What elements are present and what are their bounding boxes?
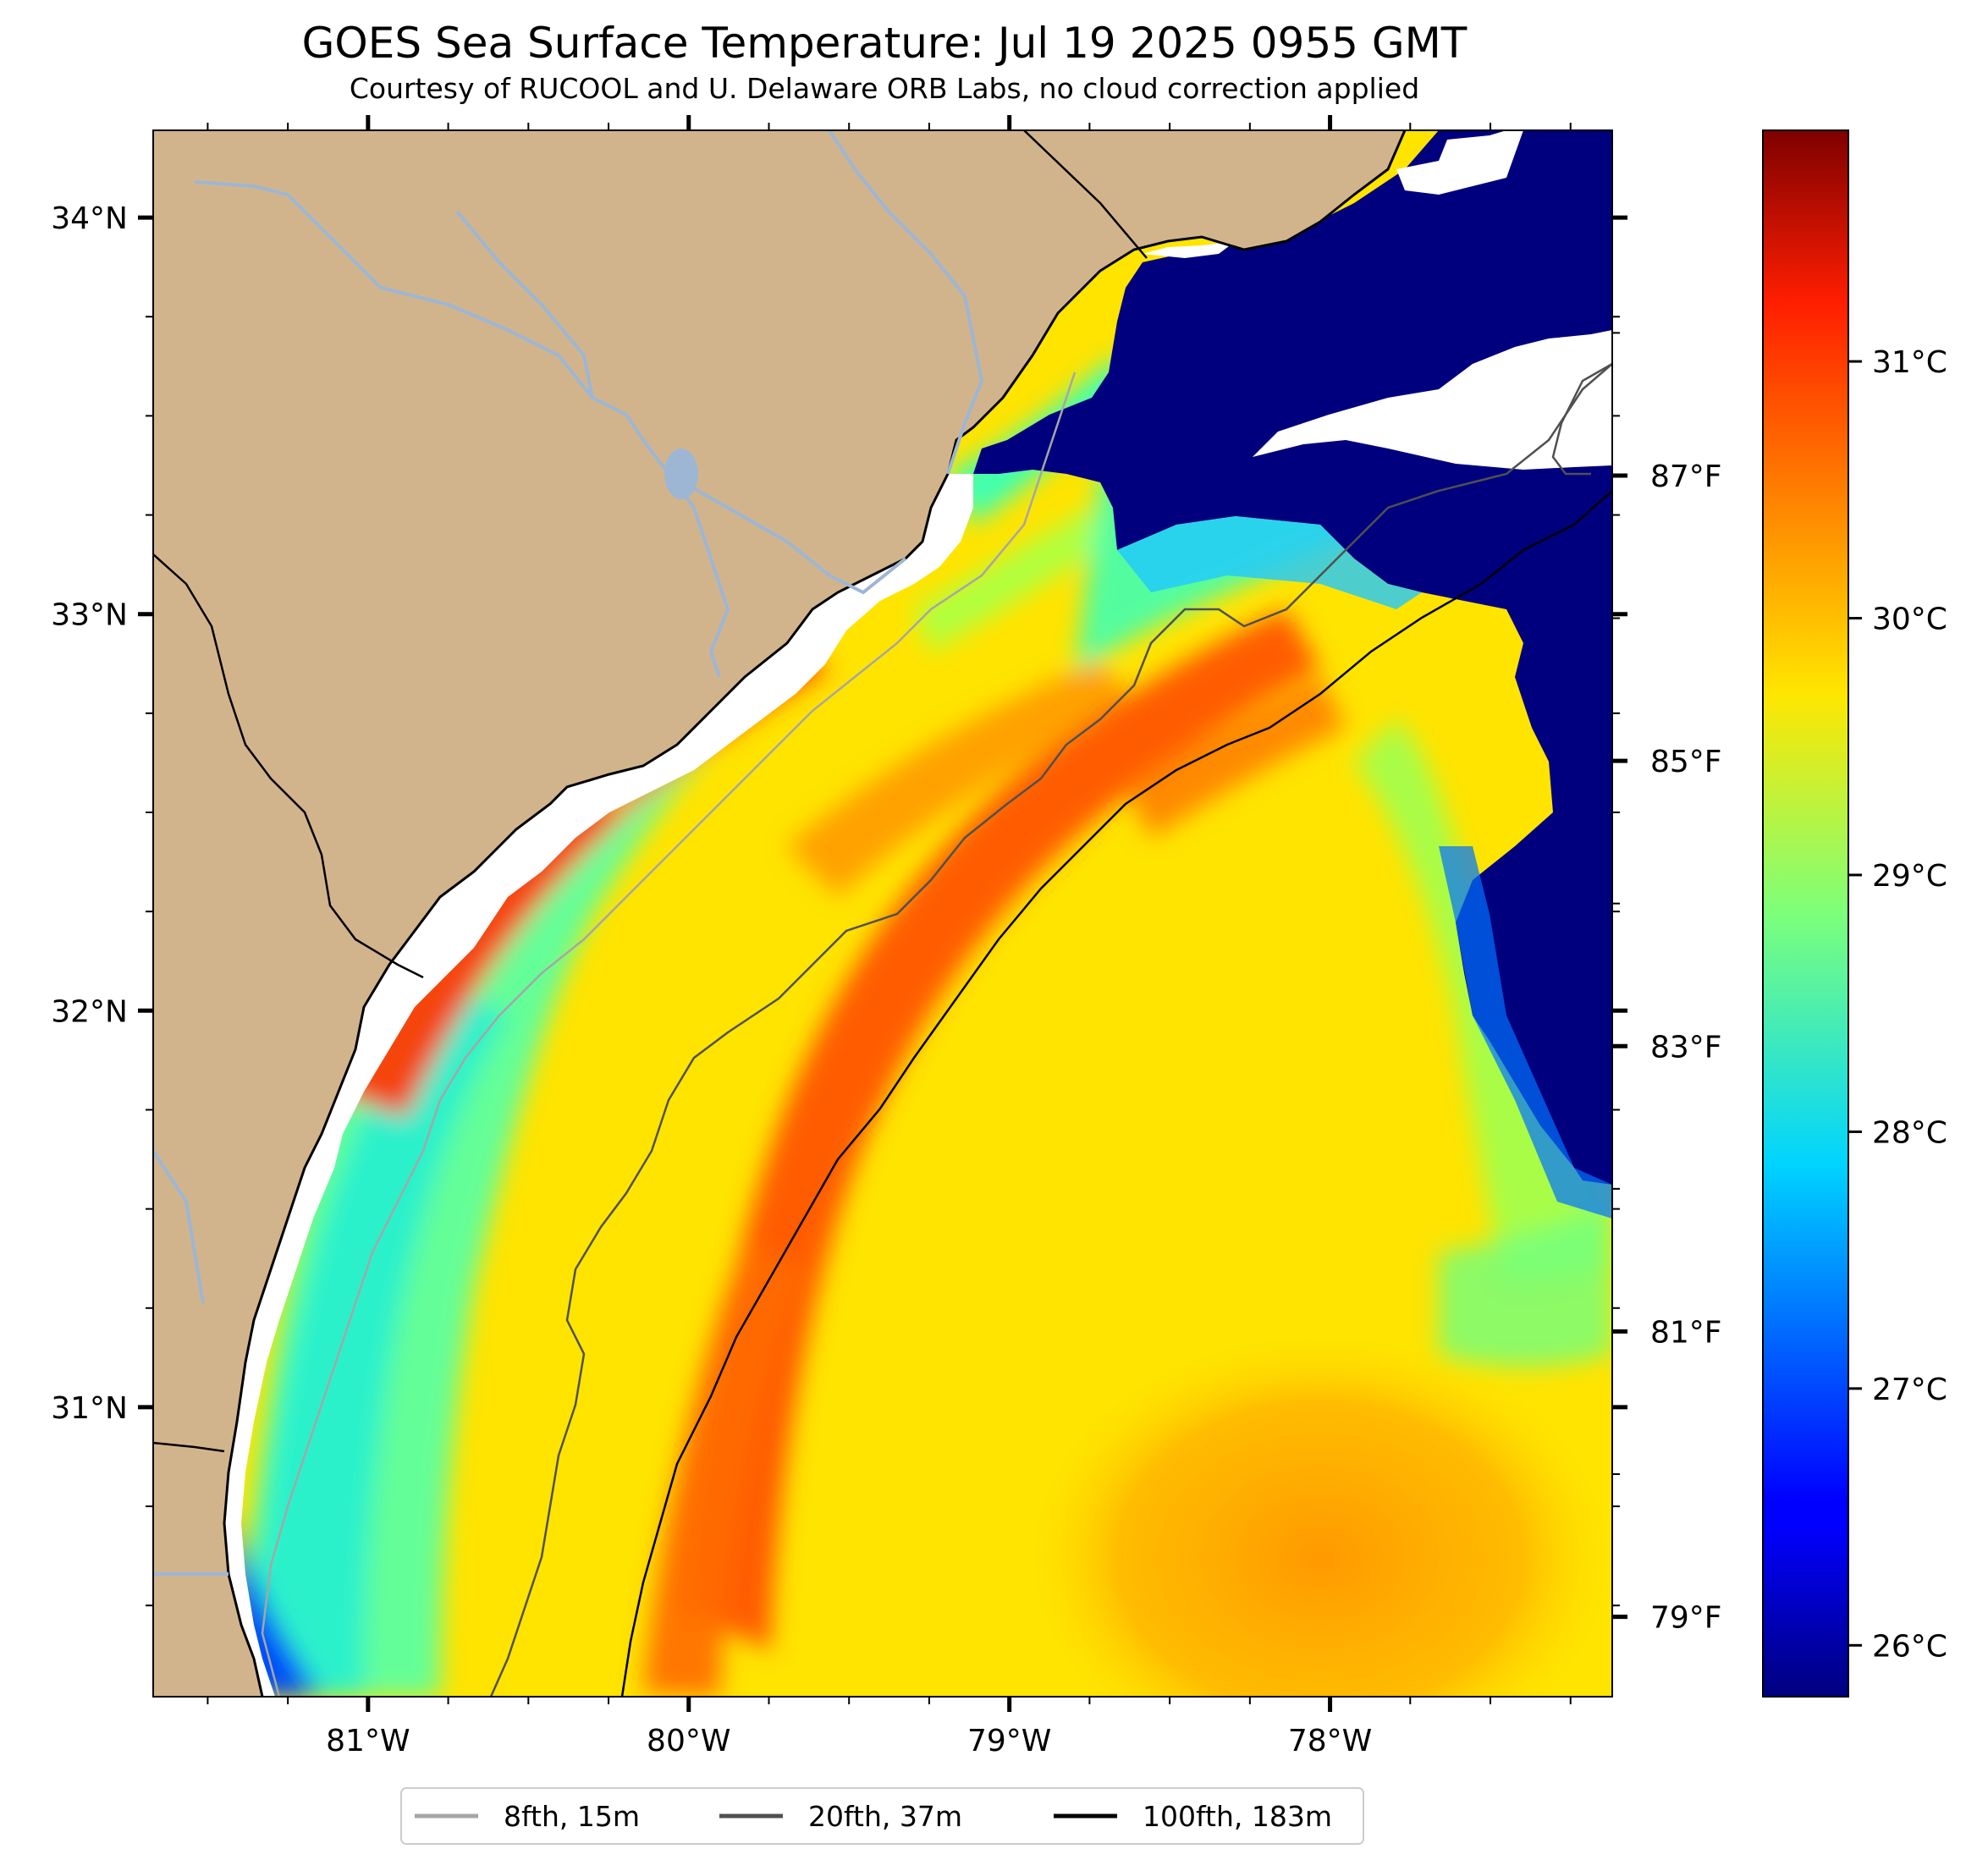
colorbar [1762,129,1849,1698]
lat-tick-label: 31°N [51,1391,128,1426]
legend-label: 8fth, 15m [504,1800,640,1833]
celsius-tick-label: 29°C [1872,859,1947,894]
cloud-patch-north [1396,130,1523,195]
isobath-20fth [489,363,1612,1697]
state-borders [153,130,1148,1453]
celsius-tick-label: 27°C [1872,1373,1947,1407]
coastal-no-data-north [1143,241,1236,258]
coastline [223,130,1407,1697]
lake [664,448,698,499]
cold-edge-cyan [1117,516,1422,609]
map-title: GOES Sea Surface Temperature: Jul 19 202… [301,19,1468,68]
rivers [153,130,984,1576]
colorbar-ticks: 31°C 30°C 29°C 28°C 27°C 26°C 87°F 85°F 83°F 81°F… [1612,332,1947,1664]
land [153,130,1405,1697]
map-axes: 34°N 33°N 32°N 31°N 81°W 80°W 79°W 78°W [51,115,1627,1758]
lat-tick-label: 33°N [51,598,128,633]
fahrenheit-tick-label: 85°F [1650,745,1722,779]
isobath-20fth-branch [1551,362,1612,476]
fahrenheit-tick-label: 81°F [1650,1315,1722,1350]
lat-tick-label: 32°N [51,994,128,1029]
lon-tick-label: 80°W [647,1724,730,1758]
lon-tick-label: 81°W [326,1724,410,1758]
lat-tick-label: 34°N [51,201,128,236]
cold-edge-blue [1439,846,1612,1219]
map-area [153,130,1612,1697]
legend-label: 100fth, 183m [1143,1800,1332,1833]
map-frame [152,129,1613,1698]
legend-box [400,1787,1364,1845]
fahrenheit-tick-label: 83°F [1650,1030,1722,1065]
celsius-tick-label: 30°C [1872,603,1947,637]
fahrenheit-tick-label: 79°F [1650,1601,1722,1636]
isobath-100fth [620,490,1612,1697]
celsius-tick-label: 26°C [1872,1629,1947,1664]
map-subtitle: Courtesy of RUCOOL and U. Delaware ORB L… [349,72,1420,105]
celsius-tick-label: 28°C [1872,1115,1947,1150]
warm-eddy [1033,1337,1608,1697]
fahrenheit-tick-label: 87°F [1650,459,1722,494]
legend-label: 20fth, 37m [808,1800,962,1833]
celsius-tick-label: 31°C [1872,345,1947,380]
lon-tick-label: 78°W [1288,1724,1372,1758]
isobath-8fth [261,371,1077,1697]
legend: 8fth, 15m 20fth, 37m 100fth, 183m [415,1800,1332,1833]
lon-tick-label: 79°W [967,1724,1051,1758]
cloud-patch-large [1253,330,1612,470]
